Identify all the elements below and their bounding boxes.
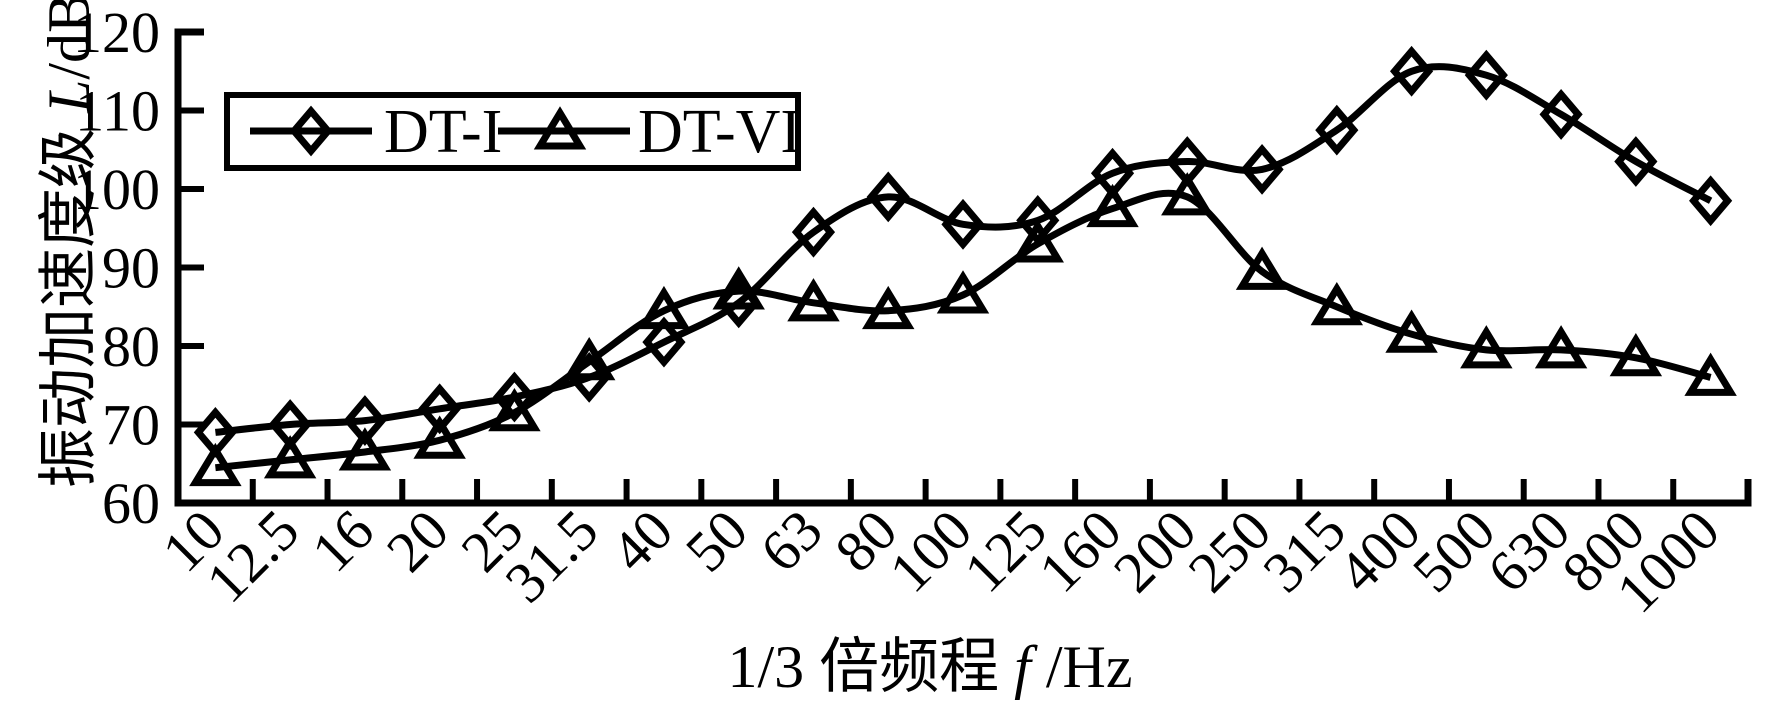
marker-diamond bbox=[492, 371, 537, 423]
x-tick-label: 16 bbox=[299, 497, 386, 584]
legend-marker-diamond bbox=[289, 105, 333, 157]
marker-triangle bbox=[1609, 333, 1663, 377]
marker-triangle bbox=[1161, 172, 1214, 216]
x-tick-label: 50 bbox=[673, 497, 760, 584]
marker-triangle bbox=[1460, 325, 1513, 369]
x-tick-label: 12.5 bbox=[194, 497, 312, 615]
marker-triangle bbox=[787, 278, 840, 322]
legend-box bbox=[224, 92, 801, 171]
marker-triangle bbox=[488, 387, 541, 432]
marker-triangle bbox=[862, 285, 915, 330]
y-tick-label: 100 bbox=[73, 157, 160, 222]
marker-triangle bbox=[413, 415, 466, 459]
marker-diamond bbox=[1614, 136, 1658, 187]
marker-triangle bbox=[263, 435, 317, 479]
y-axis-title-text: 振动加速度级 bbox=[36, 113, 102, 488]
y-tick-label: 120 bbox=[73, 0, 160, 65]
y-axis-title-unit: /dB bbox=[36, 0, 102, 80]
marker-triangle bbox=[1086, 183, 1139, 228]
y-axis-title-symbol: L bbox=[36, 79, 102, 113]
x-axis-title: 1/3 倍频程 f /Hz bbox=[590, 618, 1270, 705]
y-tick-label: 110 bbox=[75, 79, 160, 144]
marker-triangle bbox=[712, 266, 765, 310]
marker-triangle bbox=[1235, 246, 1289, 290]
marker-triangle bbox=[1385, 309, 1438, 353]
marker-diamond bbox=[1689, 175, 1733, 227]
x-axis-title-symbol: f bbox=[1014, 634, 1031, 700]
marker-triangle bbox=[1684, 352, 1737, 396]
marker-diamond bbox=[1389, 45, 1434, 97]
legend-label: DT-I bbox=[384, 98, 502, 166]
marker-triangle bbox=[338, 427, 392, 471]
marker-diamond bbox=[1315, 104, 1359, 156]
marker-diamond bbox=[1464, 49, 1508, 101]
marker-diamond bbox=[941, 198, 985, 250]
marker-triangle bbox=[562, 336, 616, 381]
x-tick-label: 31.5 bbox=[493, 497, 611, 615]
x-axis-title-text: 1/3 倍频程 bbox=[727, 634, 1015, 700]
marker-triangle bbox=[936, 270, 990, 314]
marker-triangle bbox=[1011, 219, 1064, 263]
marker-triangle bbox=[1310, 281, 1364, 326]
legend-marker-triangle bbox=[533, 106, 587, 150]
y-tick-label: 60 bbox=[102, 471, 160, 536]
marker-diamond bbox=[791, 206, 836, 258]
marker-triangle bbox=[1534, 325, 1588, 369]
marker-diamond bbox=[642, 316, 686, 368]
marker-triangle bbox=[189, 442, 242, 487]
x-tick-label: 63 bbox=[748, 497, 835, 584]
marker-diamond bbox=[866, 171, 910, 223]
legend-label: DT-VI bbox=[638, 98, 801, 166]
y-tick-label: 80 bbox=[102, 314, 160, 379]
marker-diamond bbox=[1539, 89, 1583, 140]
y-tick-label: 90 bbox=[102, 236, 160, 301]
marker-diamond bbox=[1016, 194, 1060, 246]
x-tick-label: 40 bbox=[598, 497, 685, 584]
y-axis-title: 振动加速度级 L/dB bbox=[20, 0, 102, 488]
marker-triangle bbox=[637, 285, 691, 330]
marker-diamond bbox=[567, 351, 611, 403]
marker-diamond bbox=[1240, 143, 1284, 195]
y-tick-label: 70 bbox=[102, 393, 160, 458]
x-tick-label: 20 bbox=[374, 497, 461, 584]
x-axis-title-unit: /Hz bbox=[1030, 634, 1133, 700]
